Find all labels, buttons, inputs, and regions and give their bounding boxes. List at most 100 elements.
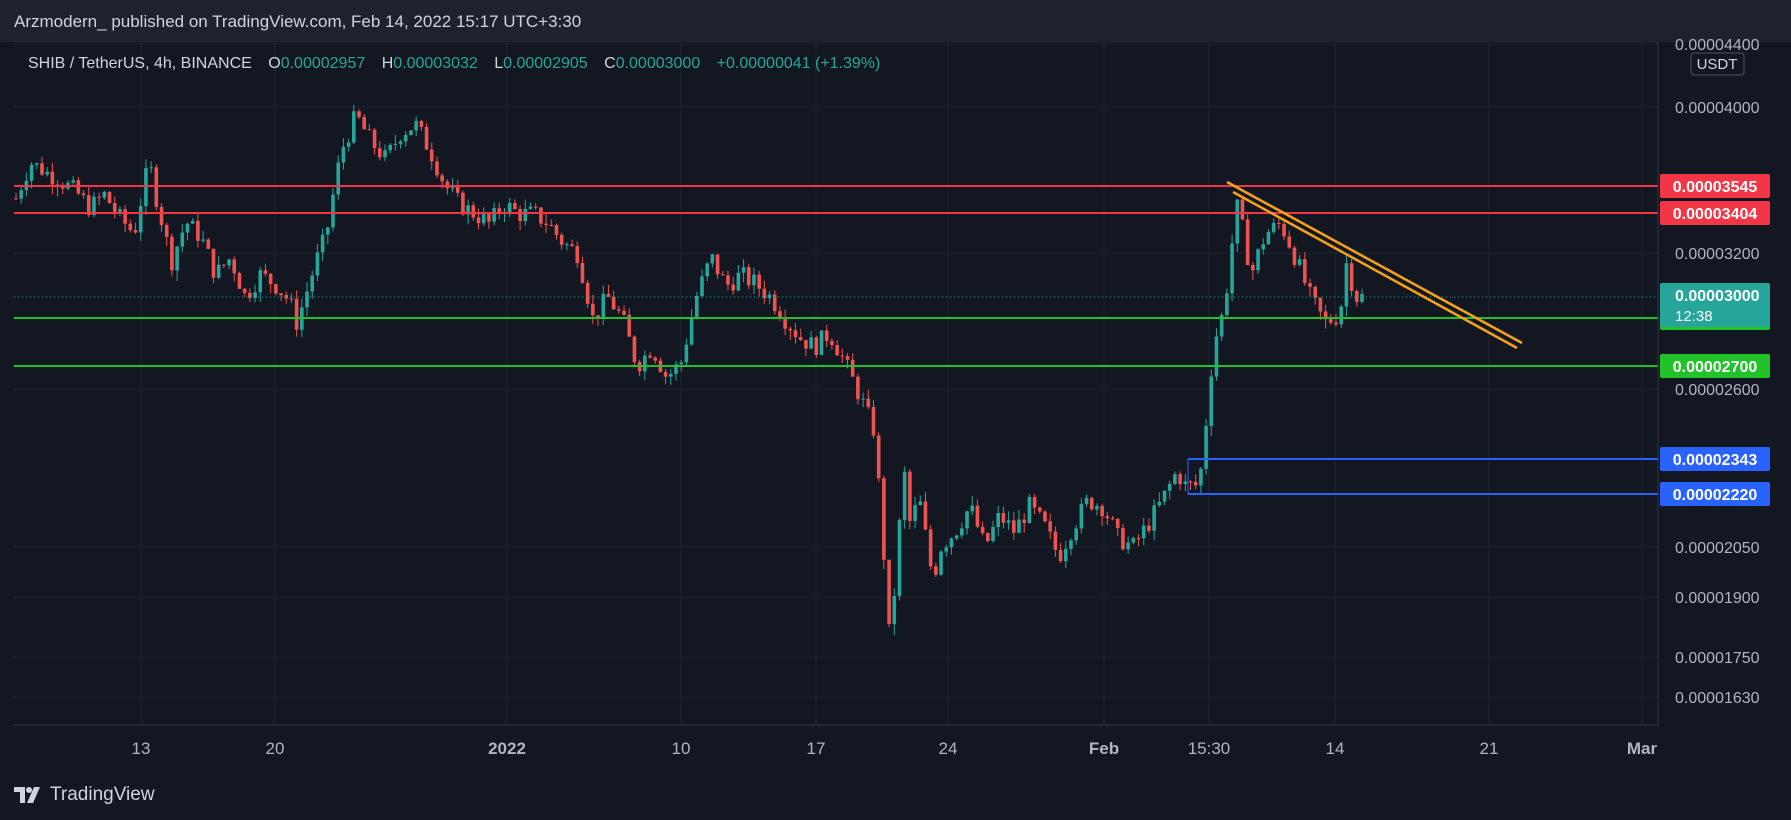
candle-body bbox=[123, 209, 127, 224]
candle-body bbox=[648, 355, 652, 358]
time-axis[interactable]: 13 20 2022 10 17 24 Feb 15:30 14 21 Mar bbox=[132, 739, 1658, 758]
close-label: C bbox=[604, 55, 616, 72]
candle-body bbox=[1147, 525, 1151, 531]
candle-body bbox=[1225, 293, 1229, 315]
last-price-countdown: 12:38 bbox=[1675, 308, 1713, 325]
candle-body bbox=[1027, 496, 1032, 524]
candle-body bbox=[81, 193, 86, 196]
candle-body bbox=[746, 267, 751, 286]
candle-body bbox=[1323, 311, 1328, 320]
candle-body bbox=[663, 371, 668, 377]
low-label: L bbox=[494, 55, 504, 72]
tradingview-logo-icon[interactable] bbox=[14, 785, 44, 805]
candle-body bbox=[866, 398, 871, 407]
candle-body bbox=[1277, 223, 1281, 225]
candle-body bbox=[783, 318, 787, 329]
open-value: 0.00002957 bbox=[280, 55, 366, 72]
candle-body bbox=[346, 142, 351, 147]
price-levels bbox=[14, 185, 1658, 495]
candle-body bbox=[383, 150, 387, 158]
candle-body bbox=[528, 206, 533, 209]
tradingview-brand[interactable]: TradingView bbox=[50, 784, 155, 805]
chart-background bbox=[0, 42, 1791, 775]
candle-body bbox=[185, 223, 190, 233]
candle-body bbox=[986, 533, 990, 542]
time-tick-label: 20 bbox=[266, 739, 285, 758]
price-axis[interactable]: 0.00004400 0.00004000 0.00003200 0.00002600… bbox=[1675, 37, 1760, 707]
candle-body bbox=[476, 217, 481, 224]
candle-body bbox=[726, 275, 730, 285]
candle-body bbox=[715, 254, 720, 275]
time-tick-label: 10 bbox=[672, 739, 691, 758]
candle-body bbox=[928, 529, 933, 567]
time-tick-label: 17 bbox=[807, 739, 826, 758]
publish-info: Arzmodern_ published on TradingView.com,… bbox=[14, 12, 582, 31]
time-tick-label: 24 bbox=[939, 739, 958, 758]
candle-body bbox=[960, 528, 964, 536]
candle-body bbox=[393, 143, 398, 145]
candle-body bbox=[279, 293, 283, 296]
candle-body bbox=[107, 191, 112, 204]
candle-body bbox=[601, 293, 606, 318]
candle-body bbox=[175, 246, 179, 271]
candle-body bbox=[1053, 531, 1058, 550]
candle-body bbox=[1084, 497, 1089, 504]
candle-body bbox=[627, 314, 632, 337]
candle-body bbox=[461, 192, 465, 215]
candle-body bbox=[908, 471, 912, 521]
candle-body bbox=[320, 234, 325, 253]
candle-body bbox=[216, 264, 221, 278]
level-label: 0.00002220 bbox=[1673, 487, 1758, 504]
candle-body bbox=[622, 310, 626, 315]
candle-body bbox=[50, 171, 55, 185]
candles bbox=[14, 104, 1364, 636]
candle-body bbox=[481, 214, 486, 224]
candle-body bbox=[1001, 512, 1006, 523]
candle-body bbox=[674, 364, 678, 374]
candle-body bbox=[741, 267, 746, 273]
candle-body bbox=[211, 248, 216, 278]
candle-body bbox=[549, 225, 554, 227]
candle-body bbox=[253, 292, 257, 298]
candle-body bbox=[34, 163, 39, 165]
candle-body bbox=[1162, 490, 1167, 502]
candle-body bbox=[798, 337, 803, 341]
candle-body bbox=[778, 311, 782, 319]
symbol-label[interactable]: SHIB / TetherUS, 4h, BINANCE bbox=[28, 55, 252, 72]
candle-body bbox=[669, 373, 673, 377]
candle-body bbox=[445, 181, 450, 189]
candle-body bbox=[1271, 223, 1276, 232]
candle-body bbox=[222, 264, 226, 266]
candle-body bbox=[144, 168, 148, 207]
candle-body bbox=[440, 175, 444, 182]
candle-body bbox=[1292, 247, 1297, 265]
candle-body bbox=[1199, 468, 1203, 486]
candle-body bbox=[1339, 306, 1344, 325]
candle-body bbox=[731, 284, 735, 291]
open-label: O bbox=[268, 55, 281, 72]
candle-body bbox=[1287, 236, 1292, 248]
candle-body bbox=[1266, 231, 1271, 245]
candle-body bbox=[533, 206, 538, 208]
candle-body bbox=[29, 164, 34, 181]
candle-body bbox=[856, 376, 860, 400]
candle-body bbox=[154, 167, 159, 207]
candle-body bbox=[1282, 223, 1286, 237]
candle-body bbox=[554, 225, 559, 235]
candle-body bbox=[1167, 483, 1172, 491]
candle-body bbox=[424, 126, 429, 150]
footer: TradingView bbox=[14, 782, 155, 808]
last-price-label: 0.00003000 bbox=[1675, 288, 1760, 305]
candle-body bbox=[1126, 542, 1130, 550]
time-tick-label: 21 bbox=[1480, 739, 1499, 758]
candle-body bbox=[954, 535, 959, 539]
candle-body bbox=[757, 274, 761, 289]
candle-body bbox=[1308, 283, 1312, 287]
candle-body bbox=[14, 198, 18, 200]
candle-body bbox=[991, 527, 995, 542]
candle-body bbox=[367, 129, 372, 131]
candle-body bbox=[679, 362, 684, 365]
candle-body bbox=[1157, 501, 1162, 506]
candle-body bbox=[710, 254, 715, 264]
price-chart[interactable]: 0.00004400 0.00004000 0.00003200 0.00002600… bbox=[0, 0, 1791, 775]
